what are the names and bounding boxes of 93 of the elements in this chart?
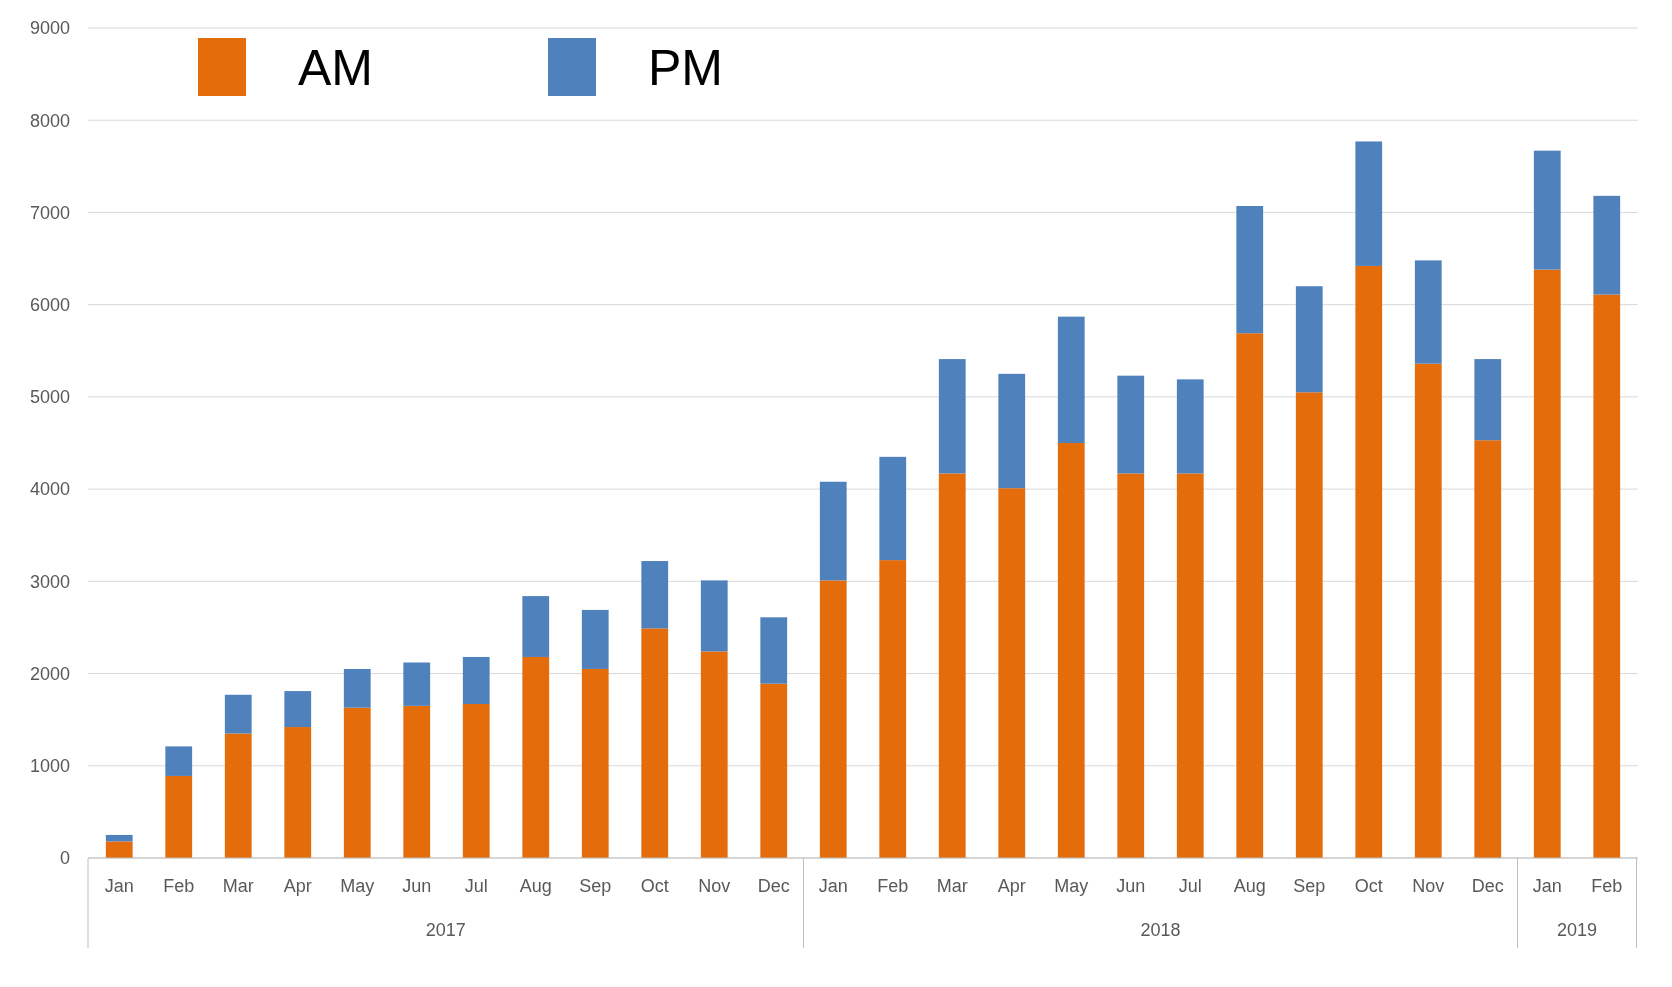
x-tick-label: Mar [936, 876, 968, 896]
bar [224, 694, 252, 734]
y-tick-label: 3000 [29, 571, 70, 592]
y-tick-label: 9000 [29, 18, 70, 39]
text: 2017 [425, 920, 466, 940]
bar [1295, 286, 1323, 393]
x-tick-label: Jun [402, 876, 432, 896]
bar [998, 488, 1026, 858]
bar [403, 705, 431, 858]
bar [641, 561, 669, 629]
bar [1057, 443, 1085, 858]
x-tick-label: Feb [877, 876, 909, 896]
bar [700, 651, 728, 858]
bar [284, 691, 312, 728]
bar [1176, 379, 1204, 474]
x-tick-label: Jan [104, 876, 134, 896]
legend-label: AM [298, 39, 373, 96]
bar [641, 628, 669, 858]
x-tick-label: Apr [997, 876, 1026, 896]
bar [224, 733, 252, 858]
x-tick-label: Dec [1471, 876, 1504, 896]
bar [1117, 473, 1145, 858]
y-tick-label: 4000 [29, 479, 70, 500]
y-tick-label: 2000 [29, 663, 70, 684]
bar [879, 560, 907, 858]
bar [165, 775, 193, 858]
x-tick-label: Nov [698, 876, 731, 896]
x-tick-label: Mar [222, 876, 254, 896]
bar [105, 841, 133, 858]
bar [522, 596, 550, 657]
bar [1533, 269, 1561, 858]
y-tick-label: 6000 [29, 294, 70, 315]
x-tick-label: Dec [757, 876, 790, 896]
x-tick-label: Jun [1116, 876, 1146, 896]
y-tick-label: 5000 [29, 387, 70, 408]
bar [1176, 473, 1204, 858]
bar [1355, 141, 1383, 266]
x-tick-label: Oct [640, 876, 669, 896]
bar [1057, 316, 1085, 443]
bar [462, 703, 490, 858]
bar [998, 373, 1026, 489]
bar [165, 746, 193, 776]
bar [819, 580, 847, 858]
x-tick-label: Aug [1233, 876, 1266, 896]
bar [1355, 265, 1383, 858]
bar [105, 834, 133, 842]
bar [938, 359, 966, 474]
x-tick-label: Aug [519, 876, 552, 896]
x-tick-label: Feb [163, 876, 195, 896]
bar [1295, 392, 1323, 858]
bar [1236, 205, 1264, 334]
bar [1474, 440, 1502, 858]
bar [343, 707, 371, 858]
bar [1236, 333, 1264, 858]
x-tick-label: May [340, 876, 375, 896]
bar [581, 609, 609, 669]
text: 2019 [1556, 920, 1598, 940]
bar [581, 668, 609, 858]
y-tick-label: 7000 [29, 202, 70, 223]
bar [522, 656, 550, 858]
bar [938, 473, 966, 858]
x-tick-label: Sep [1293, 876, 1326, 896]
x-tick-label: Sep [579, 876, 612, 896]
bar [1593, 195, 1621, 295]
x-tick-label: Jan [1532, 876, 1562, 896]
bar [700, 580, 728, 652]
bar [462, 656, 490, 704]
bar [1593, 294, 1621, 858]
y-tick-label: 8000 [29, 110, 70, 131]
bar [760, 617, 788, 684]
bar [879, 456, 907, 561]
x-tick-label: Jul [464, 876, 488, 896]
bar [343, 668, 371, 708]
x-tick-label: Nov [1412, 876, 1445, 896]
bar [760, 683, 788, 858]
bar [1414, 260, 1442, 364]
text: 2018 [1140, 920, 1181, 940]
y-tick-label: 0 [59, 848, 70, 869]
x-tick-label: May [1054, 876, 1089, 896]
x-tick-label: Oct [1354, 876, 1383, 896]
x-tick-label: Feb [1591, 876, 1623, 896]
x-tick-label: Jan [818, 876, 848, 896]
x-tick-label: Apr [283, 876, 312, 896]
bar [1117, 375, 1145, 474]
y-tick-label: 1000 [29, 756, 70, 777]
x-tick-label: Jul [1178, 876, 1202, 896]
bar [284, 727, 312, 858]
bar [1474, 359, 1502, 441]
bar [1414, 363, 1442, 858]
bar [819, 481, 847, 581]
legend-label: PM [648, 39, 723, 96]
bar [403, 662, 431, 706]
bar [1533, 150, 1561, 270]
